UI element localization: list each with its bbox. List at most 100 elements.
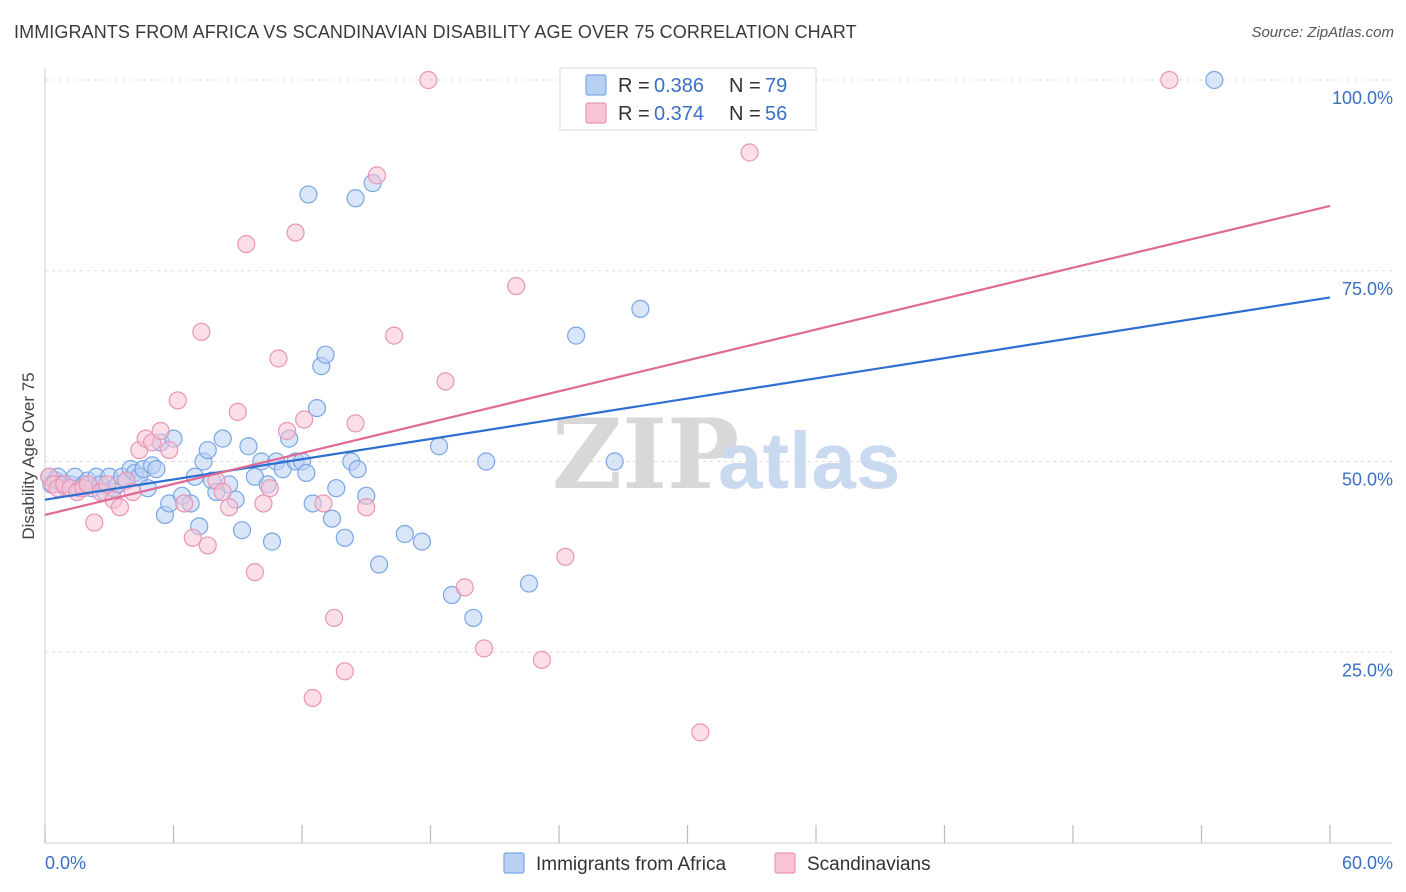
africa-trend-line	[44, 296, 1331, 501]
legend-r-label: R =	[618, 75, 650, 97]
africa-point	[316, 345, 335, 364]
axes	[44, 68, 1392, 844]
scandinavian-point	[198, 536, 217, 555]
trend-lines	[44, 204, 1331, 516]
scandinavian-point	[474, 639, 494, 658]
africa-point	[232, 521, 252, 540]
x-tick-labels: 0.0% 60.0%	[45, 853, 1393, 873]
africa-point	[346, 189, 365, 208]
scandinavian-point	[237, 234, 256, 254]
x-tick-label: 0.0%	[45, 853, 86, 873]
scandinavian-point	[419, 70, 438, 90]
scandinavian-point	[455, 578, 474, 597]
scandinavian-point	[220, 498, 239, 517]
africa-point	[429, 437, 449, 456]
africa-point	[412, 532, 432, 551]
scandinavian-point	[556, 547, 575, 566]
grid-lines	[45, 79, 1392, 653]
scandinavian-point	[740, 143, 759, 162]
legend-n-value: 79	[765, 75, 787, 97]
y-tick-label: 25.0%	[1342, 660, 1393, 680]
legend-n-label: N =	[729, 75, 761, 97]
africa-point	[477, 452, 496, 471]
scandinavian-point	[160, 440, 179, 460]
scandinavian-point	[286, 223, 305, 242]
scandinavian-point	[192, 322, 211, 341]
legend-swatch	[585, 102, 607, 124]
scandinavian-point	[335, 662, 354, 681]
scandinavian-point	[245, 563, 264, 582]
y-tick-label: 50.0%	[1342, 470, 1393, 490]
scandinavian-point	[254, 494, 273, 513]
africa-point	[239, 437, 258, 456]
scandinavian-point	[303, 688, 322, 708]
scandinavian-point	[168, 391, 187, 410]
scandinavian-point	[367, 166, 387, 185]
africa-point	[297, 463, 316, 483]
legend-r-value: 0.386	[654, 75, 704, 97]
watermark: ZIP atlas	[552, 398, 900, 511]
scandinavian-point	[325, 608, 344, 628]
africa-point	[198, 440, 217, 460]
africa-point	[631, 299, 650, 318]
scandinavian-point	[183, 528, 202, 547]
africa-point	[147, 460, 166, 479]
scandinavian-point	[384, 326, 404, 345]
scandinavian-point	[1160, 70, 1179, 90]
watermark-zip: ZIP	[552, 398, 739, 511]
scandinavian-point	[228, 402, 247, 422]
bottom-legend-label: Immigrants from Africa	[536, 854, 726, 875]
scandinavian-point	[277, 421, 297, 441]
scandinavian-point	[314, 494, 333, 513]
legend-n-label: N =	[729, 103, 761, 125]
y-axis-label: Disability Age Over 75	[19, 372, 38, 539]
scandinavian-point	[295, 410, 314, 429]
bottom-legend-label: Scandinavians	[807, 854, 931, 875]
africa-point	[213, 429, 232, 448]
scandinavian-point	[532, 650, 551, 669]
africa-point	[519, 574, 539, 593]
africa-point	[370, 555, 389, 574]
scandinavian-point	[436, 372, 455, 391]
bottom-legend-swatch	[503, 852, 525, 874]
africa-point	[307, 398, 327, 418]
scandinavian-point	[85, 513, 104, 532]
y-tick-label: 75.0%	[1342, 279, 1393, 299]
bottom-legend-swatch	[774, 852, 796, 874]
africa-point	[335, 528, 354, 547]
africa-point	[348, 460, 367, 479]
legend-r-label: R =	[618, 103, 650, 125]
source-label: Source: ZipAtlas.com	[1251, 24, 1394, 41]
scandinavian-point	[175, 494, 194, 513]
x-tick-label: 60.0%	[1342, 853, 1393, 873]
scandinavian-point	[151, 421, 170, 441]
scandinavian-point	[357, 498, 376, 517]
y-tick-labels: 100.0% 75.0% 50.0% 25.0%	[1332, 88, 1393, 680]
africa-point	[299, 185, 318, 204]
scandinavian-point	[691, 723, 710, 742]
africa-point	[605, 452, 624, 471]
scandinavian-point	[110, 498, 130, 517]
watermark-atlas: atlas	[718, 416, 900, 505]
legend-swatch	[585, 74, 607, 96]
africa-point	[464, 608, 483, 628]
africa-point	[1205, 70, 1224, 90]
legend: R = 0.386 N = 79 R = 0.374 N = 56	[559, 67, 817, 131]
y-tick-label: 100.0%	[1332, 88, 1393, 108]
legend-n-value: 56	[765, 103, 787, 125]
scandinavian-point	[507, 276, 526, 296]
africa-point	[322, 509, 342, 528]
chart-title: IMMIGRANTS FROM AFRICA VS SCANDINAVIAN D…	[14, 22, 857, 42]
scandinavian-point	[346, 414, 365, 433]
scandinavian-point	[213, 482, 232, 502]
africa-point	[327, 479, 346, 498]
scandinavian-point	[269, 349, 288, 368]
africa-point	[262, 532, 282, 551]
bottom-legend: Immigrants from Africa Scandinavians	[503, 852, 931, 875]
scandinavian-point	[260, 479, 279, 498]
legend-r-value: 0.374	[654, 103, 704, 125]
scandinavian-trend-line	[44, 204, 1331, 516]
africa-point	[395, 524, 414, 544]
africa-point	[567, 326, 586, 345]
